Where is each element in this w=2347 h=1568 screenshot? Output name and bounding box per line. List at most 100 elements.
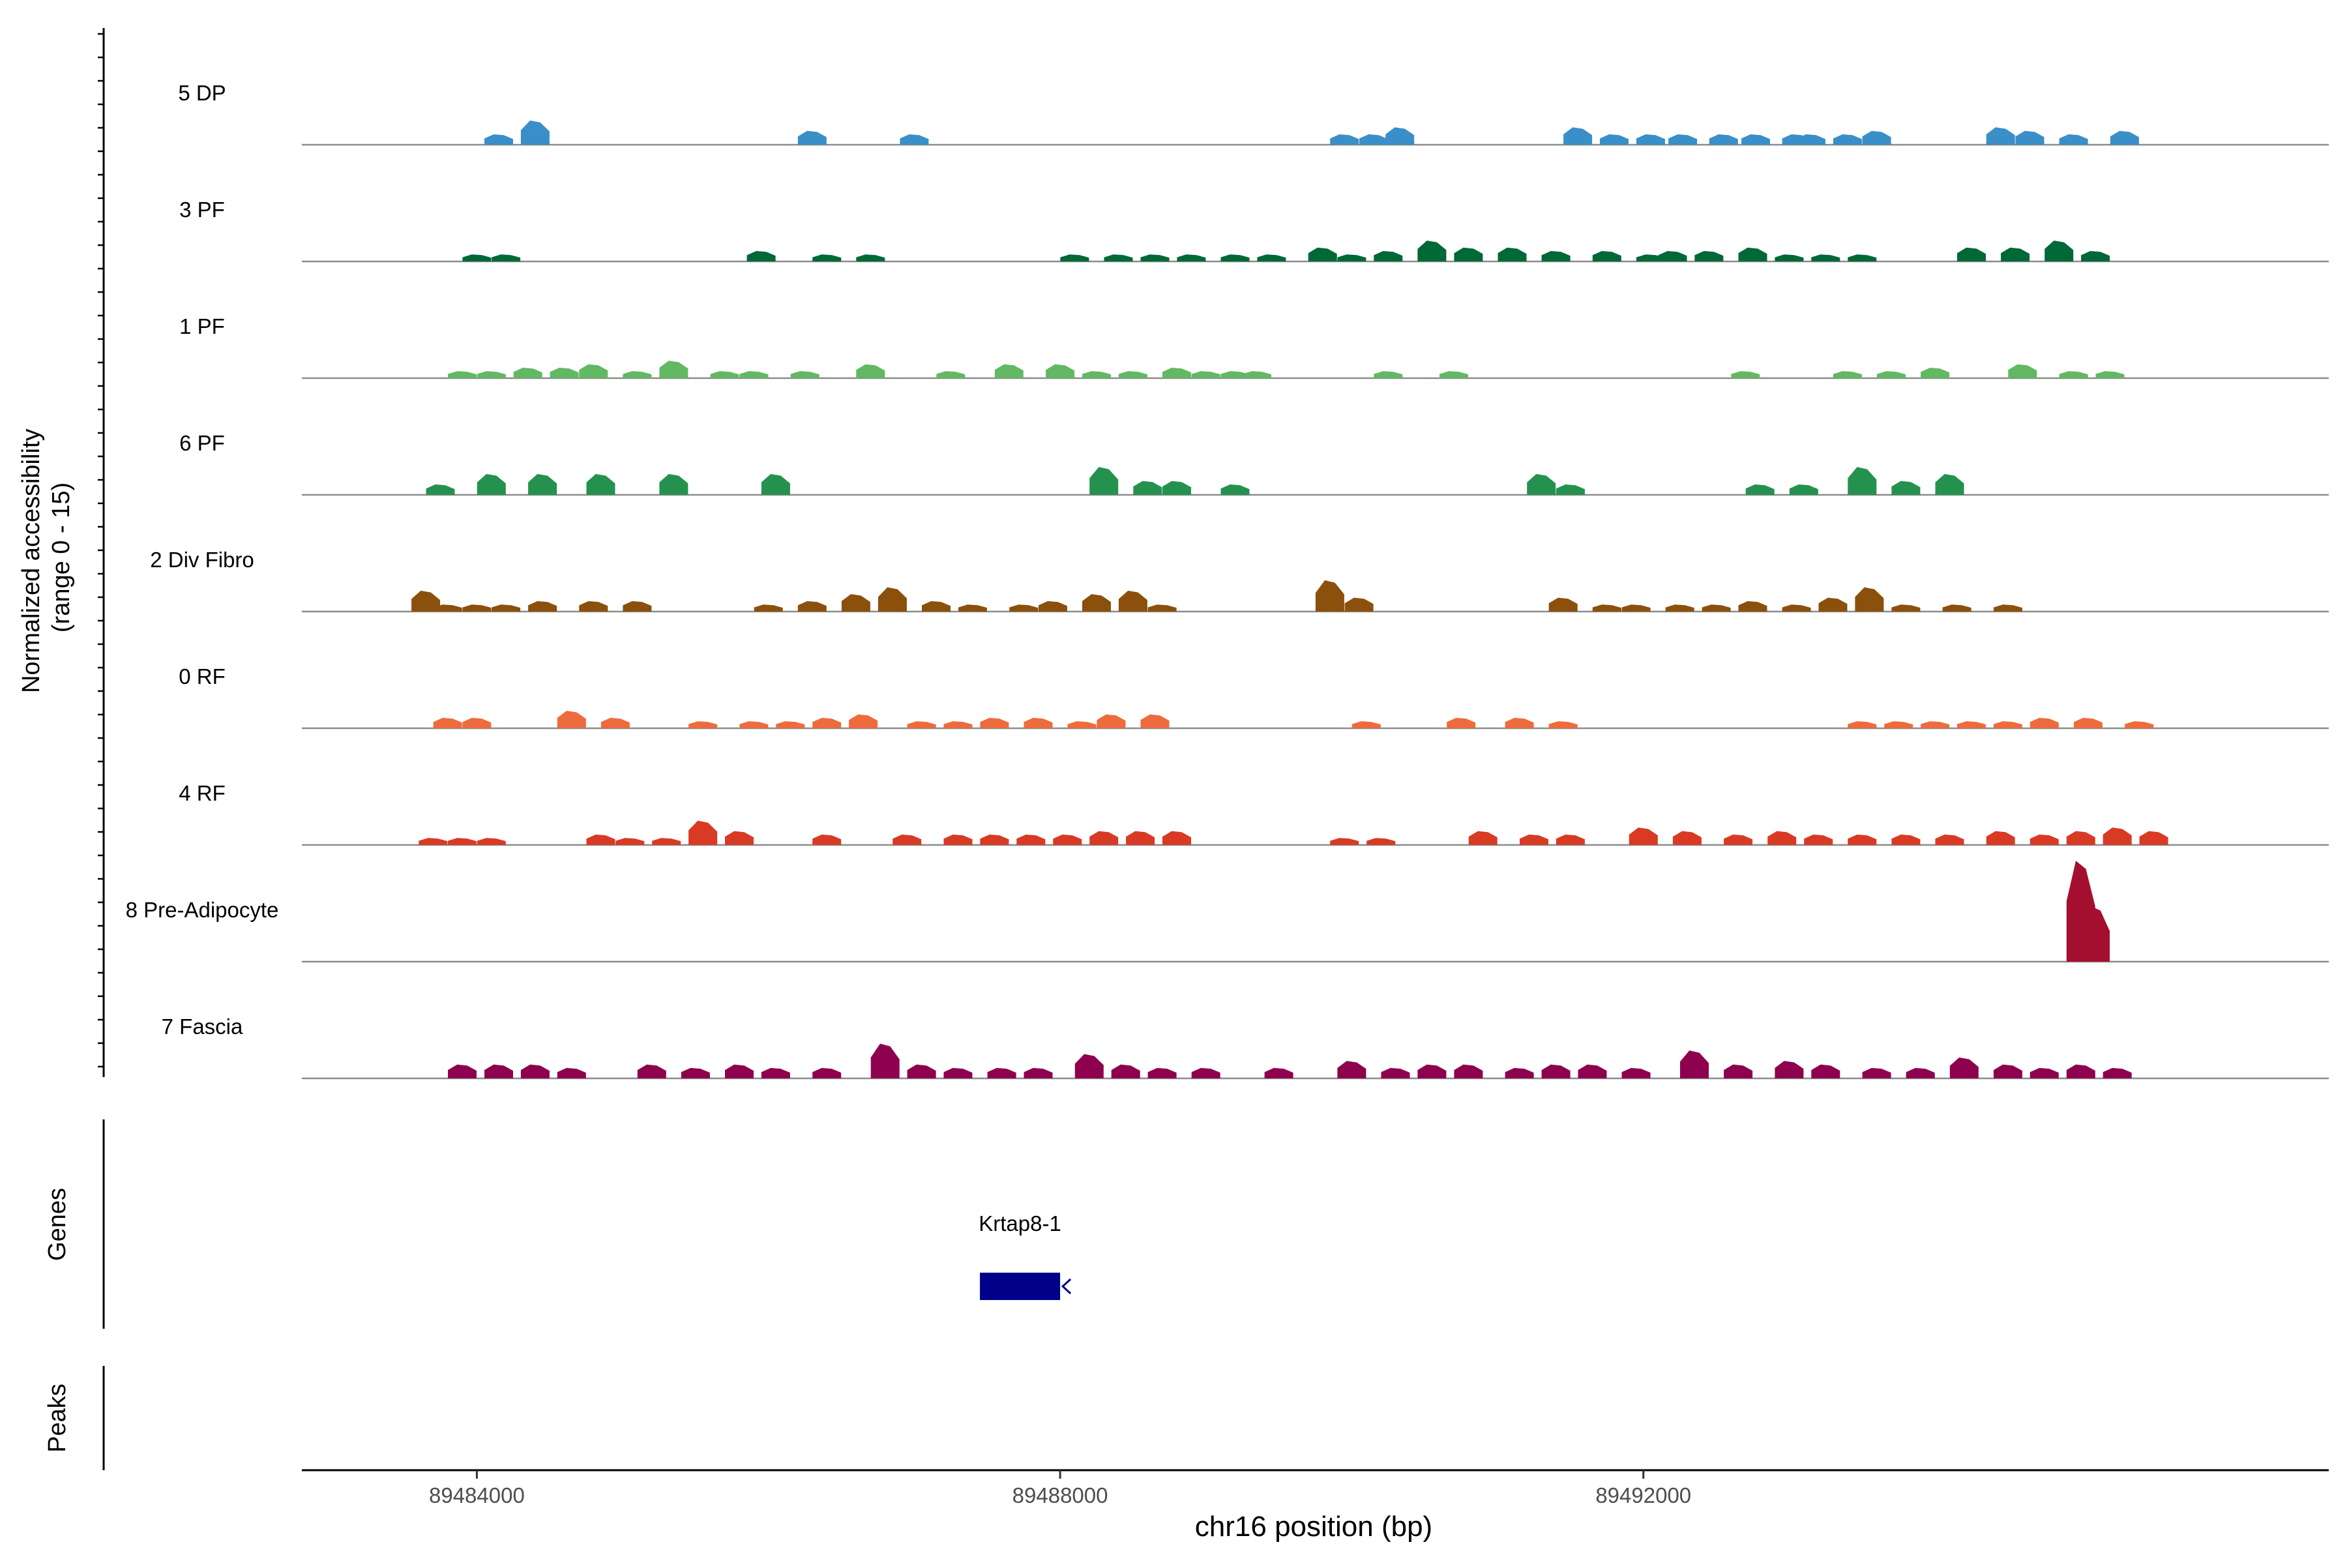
coverage-peak-1-pf-21 bbox=[1439, 371, 1468, 378]
coverage-peak-1-pf-27 bbox=[2059, 371, 2088, 378]
gene-krtap8-1: Krtap8-1 bbox=[979, 1211, 1072, 1300]
gene-body bbox=[980, 1273, 1061, 1300]
coverage-peak-7-fascia-23 bbox=[1505, 1068, 1534, 1078]
coverage-peak-5-dp-8 bbox=[1600, 134, 1629, 145]
coverage-peak-7-fascia-28 bbox=[1724, 1064, 1753, 1078]
coverage-peak-4-rf-30 bbox=[1986, 831, 2015, 845]
coverage-peak-2-div-fibro-5 bbox=[579, 601, 608, 612]
coverage-peak-6-pf-0 bbox=[426, 484, 455, 495]
coverage-peak-4-rf-22 bbox=[1629, 827, 1658, 845]
coverage-peak-4-rf-34 bbox=[2139, 831, 2168, 845]
coverage-peak-0-rf-13 bbox=[1067, 721, 1097, 728]
coverage-peak-7-fascia-0 bbox=[448, 1064, 477, 1078]
coverage-peak-5-dp-10 bbox=[1668, 134, 1698, 145]
coverage-peak-7-fascia-1 bbox=[484, 1064, 513, 1078]
coverage-peak-4-rf-3 bbox=[586, 835, 615, 845]
track-5-dp: 5 DP bbox=[178, 81, 2329, 146]
coverage-peak-1-pf-14 bbox=[1082, 371, 1111, 378]
coverage-peak-7-fascia-31 bbox=[1862, 1068, 1891, 1078]
coverage-peak-1-pf-0 bbox=[448, 371, 477, 378]
coverage-peak-3-pf-19 bbox=[1636, 254, 1665, 261]
coverage-y-ticks bbox=[98, 33, 104, 1068]
coverage-peak-6-pf-9 bbox=[1220, 484, 1250, 495]
x-tick-label: 89488000 bbox=[1012, 1483, 1108, 1507]
coverage-peak-0-rf-21 bbox=[1884, 721, 1913, 728]
coverage-peak-2-div-fibro-19 bbox=[1344, 597, 1374, 612]
coverage-peak-7-fascia-35 bbox=[2030, 1068, 2059, 1078]
coverage-peak-7-fascia-7 bbox=[761, 1068, 790, 1078]
coverage-peak-3-pf-29 bbox=[2081, 251, 2110, 261]
coverage-peak-2-div-fibro-17 bbox=[1147, 604, 1177, 612]
coverage-peak-0-rf-17 bbox=[1447, 718, 1476, 728]
coverage-peak-6-pf-16 bbox=[1935, 474, 1964, 495]
coverage-peak-6-pf-12 bbox=[1745, 484, 1775, 495]
coverage-peak-2-div-fibro-21 bbox=[1592, 604, 1621, 612]
coverage-y-axis-label: Normalized accessibility (range 0 - 15) bbox=[18, 422, 75, 693]
coverage-peak-6-pf-8 bbox=[1162, 481, 1191, 495]
coverage-peak-1-pf-9 bbox=[790, 371, 819, 378]
coverage-peak-7-fascia-27 bbox=[1680, 1050, 1709, 1078]
coverage-peak-1-pf-4 bbox=[579, 364, 608, 378]
coverage-peak-1-pf-2 bbox=[513, 368, 542, 378]
coverage-peak-3-pf-25 bbox=[1848, 254, 1877, 261]
coverage-peak-5-dp-15 bbox=[1833, 134, 1862, 145]
coverage-peak-2-div-fibro-22 bbox=[1621, 604, 1651, 612]
coverage-peak-0-rf-9 bbox=[907, 721, 936, 728]
coverage-peak-1-pf-26 bbox=[2008, 364, 2037, 378]
coverage-peak-5-dp-4 bbox=[1330, 134, 1359, 145]
coverage-peak-6-pf-14 bbox=[1848, 467, 1877, 495]
coverage-peak-7-fascia-36 bbox=[2066, 1064, 2095, 1078]
coverage-peak-4-rf-19 bbox=[1468, 831, 1498, 845]
coverage-peak-0-rf-10 bbox=[943, 721, 973, 728]
coverage-peak-0-rf-8 bbox=[849, 714, 878, 728]
coverage-peak-1-pf-12 bbox=[994, 364, 1024, 378]
coverage-peak-4-rf-14 bbox=[1089, 831, 1119, 845]
coverage-peak-6-pf-6 bbox=[1089, 467, 1119, 495]
coverage-peak-4-rf-11 bbox=[980, 835, 1009, 845]
coverage-peak-4-rf-17 bbox=[1330, 838, 1359, 845]
coverage-peak-0-rf-27 bbox=[2125, 721, 2154, 728]
coverage-peak-3-pf-16 bbox=[1498, 247, 1527, 261]
coverage-peak-3-pf-8 bbox=[1177, 254, 1206, 261]
coverage-peak-7-fascia-37 bbox=[2103, 1068, 2132, 1078]
coverage-peak-2-div-fibro-9 bbox=[841, 594, 870, 612]
coverage-peak-1-pf-23 bbox=[1833, 371, 1862, 378]
coverage-peak-2-div-fibro-15 bbox=[1082, 594, 1111, 612]
coverage-peak-6-pf-5 bbox=[761, 474, 790, 495]
coverage-peak-0-rf-20 bbox=[1848, 721, 1877, 728]
coverage-peak-7-fascia-34 bbox=[1993, 1064, 2022, 1078]
coverage-peak-5-dp-7 bbox=[1563, 127, 1593, 145]
coverage-peak-3-pf-21 bbox=[1694, 251, 1724, 261]
coverage-peak-5-dp-6 bbox=[1385, 127, 1415, 145]
coverage-peak-5-dp-14 bbox=[1797, 134, 1825, 145]
coverage-peak-4-rf-12 bbox=[1016, 835, 1046, 845]
coverage-peak-7-fascia-6 bbox=[725, 1064, 754, 1078]
coverage-peak-1-pf-25 bbox=[1921, 368, 1950, 378]
coverage-peak-7-fascia-19 bbox=[1337, 1061, 1366, 1078]
coverage-peak-4-rf-13 bbox=[1053, 835, 1082, 845]
coverage-peak-2-div-fibro-6 bbox=[623, 601, 652, 612]
coverage-peak-4-rf-10 bbox=[943, 835, 973, 845]
coverage-peak-2-div-fibro-29 bbox=[1891, 604, 1921, 612]
coverage-peak-2-div-fibro-1 bbox=[433, 604, 462, 612]
coverage-peak-1-pf-3 bbox=[550, 368, 579, 378]
coverage-peak-7-fascia-33 bbox=[1949, 1058, 1979, 1078]
coverage-peak-7-fascia-12 bbox=[987, 1068, 1016, 1078]
coverage-peak-2-div-fibro-25 bbox=[1738, 601, 1767, 612]
coverage-peak-2-div-fibro-27 bbox=[1818, 597, 1848, 612]
coverage-peak-0-rf-11 bbox=[980, 718, 1009, 728]
coverage-peak-4-rf-2 bbox=[477, 838, 506, 845]
coverage-peak-0-rf-24 bbox=[1993, 721, 2022, 728]
coverage-peak-2-div-fibro-16 bbox=[1118, 591, 1147, 612]
coverage-peak-5-dp-9 bbox=[1636, 134, 1665, 145]
coverage-peak-4-rf-24 bbox=[1724, 835, 1753, 845]
coverage-peak-4-rf-33 bbox=[2103, 827, 2132, 845]
x-tick-label: 89492000 bbox=[1595, 1483, 1691, 1507]
coverage-peak-7-fascia-15 bbox=[1111, 1064, 1140, 1078]
track-label: 7 Fascia bbox=[162, 1014, 243, 1039]
coverage-peak-3-pf-6 bbox=[1104, 254, 1133, 261]
coverage-peak-4-rf-26 bbox=[1804, 835, 1833, 845]
coverage-peak-1-pf-13 bbox=[1046, 364, 1075, 378]
track-0-rf: 0 RF bbox=[179, 664, 2329, 730]
